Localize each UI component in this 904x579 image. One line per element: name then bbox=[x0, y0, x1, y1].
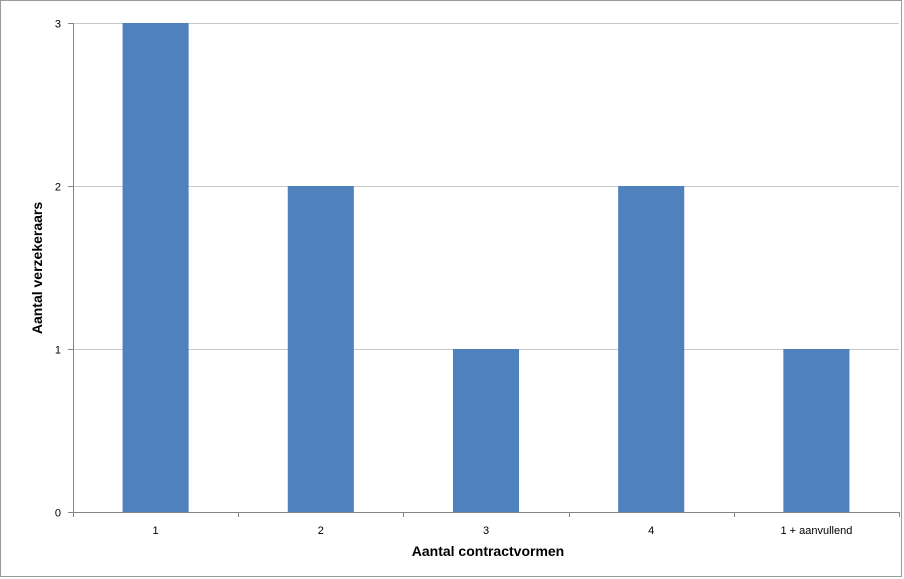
bar bbox=[452, 349, 520, 512]
x-tick-label: 3 bbox=[483, 525, 489, 537]
y-tick-labels: 0 1 2 3 bbox=[55, 19, 61, 520]
y-axis-title: Aantal verzekeraars bbox=[29, 202, 45, 335]
x-tick-labels: 1 2 3 4 1 + aanvullend bbox=[153, 525, 853, 537]
axes bbox=[68, 23, 900, 517]
gridlines bbox=[73, 23, 899, 350]
x-tick-label: 1 + aanvullend bbox=[780, 525, 852, 537]
y-tick-label: 1 bbox=[55, 345, 61, 357]
y-tick-label: 2 bbox=[55, 182, 61, 194]
bar bbox=[618, 186, 685, 512]
x-tick-label: 1 bbox=[153, 525, 159, 537]
x-axis-title: Aantal contractvormen bbox=[412, 543, 564, 559]
y-tick-label: 3 bbox=[55, 19, 61, 31]
bar bbox=[122, 23, 189, 512]
bar bbox=[783, 349, 850, 512]
y-tick-label: 0 bbox=[55, 508, 61, 520]
bars bbox=[122, 23, 850, 512]
x-tick-label: 4 bbox=[648, 525, 654, 537]
bar bbox=[287, 186, 354, 512]
x-tick-label: 2 bbox=[318, 525, 324, 537]
